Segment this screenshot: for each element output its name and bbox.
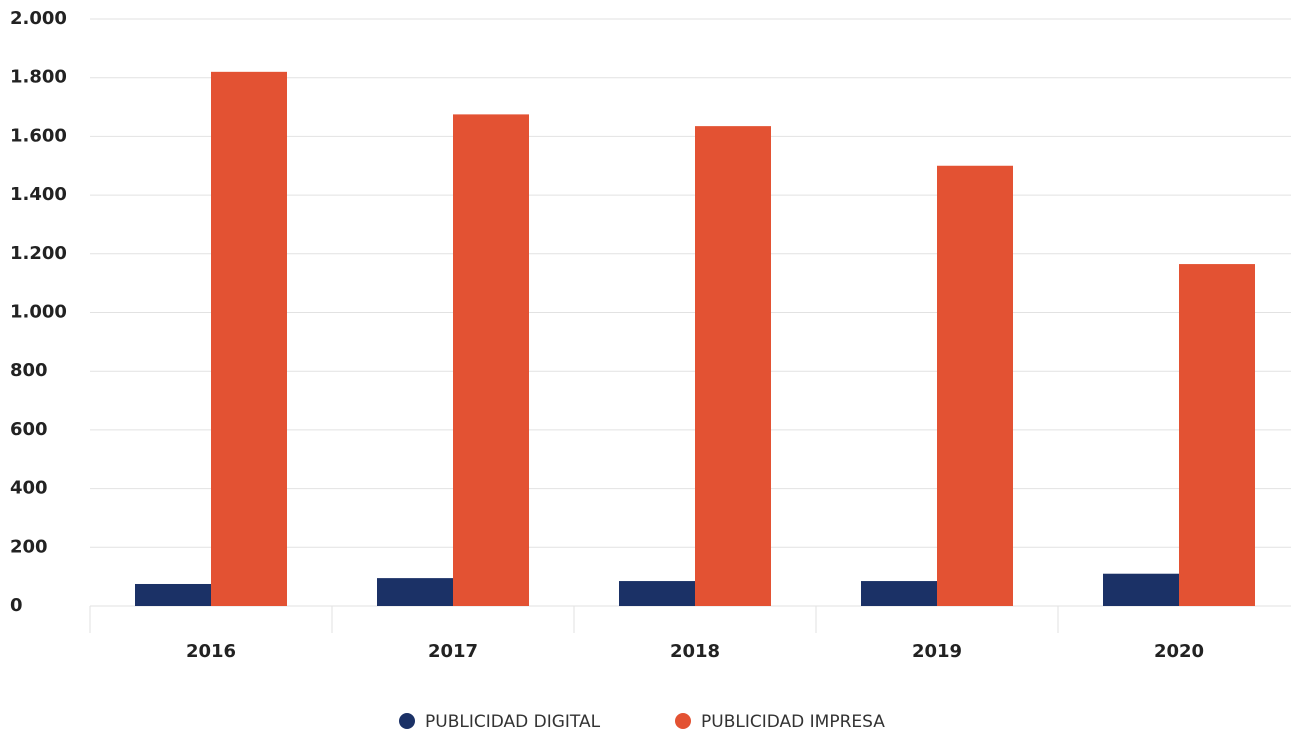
bar — [1179, 264, 1255, 606]
legend-label: PUBLICIDAD IMPRESA — [701, 712, 885, 732]
y-tick-label: 1.400 — [10, 184, 67, 205]
x-tick-label: 2016 — [186, 641, 236, 662]
y-tick-label: 0 — [10, 595, 23, 616]
y-tick-label: 1.600 — [10, 125, 67, 146]
legend-label: PUBLICIDAD DIGITAL — [425, 712, 601, 732]
bar — [695, 126, 771, 606]
y-tick-label: 800 — [10, 360, 48, 381]
bar — [453, 114, 529, 606]
x-tick-label: 2019 — [912, 641, 962, 662]
y-tick-label: 2.000 — [10, 8, 67, 29]
bar — [377, 578, 453, 606]
bar — [937, 165, 1013, 606]
bar — [211, 71, 287, 606]
y-tick-label: 1.800 — [10, 67, 67, 88]
x-tick-label: 2018 — [670, 641, 720, 662]
bar — [861, 581, 937, 606]
legend-swatch — [675, 713, 691, 729]
bar — [1103, 573, 1179, 606]
bar — [135, 583, 211, 606]
x-tick-label: 2020 — [1154, 641, 1204, 662]
legend-swatch — [399, 713, 415, 729]
y-tick-label: 600 — [10, 419, 48, 440]
x-tick-label: 2017 — [428, 641, 478, 662]
bar — [619, 581, 695, 606]
y-tick-label: 1.000 — [10, 302, 67, 323]
y-tick-label: 400 — [10, 478, 48, 499]
y-tick-label: 1.200 — [10, 243, 67, 264]
y-tick-label: 200 — [10, 536, 48, 557]
